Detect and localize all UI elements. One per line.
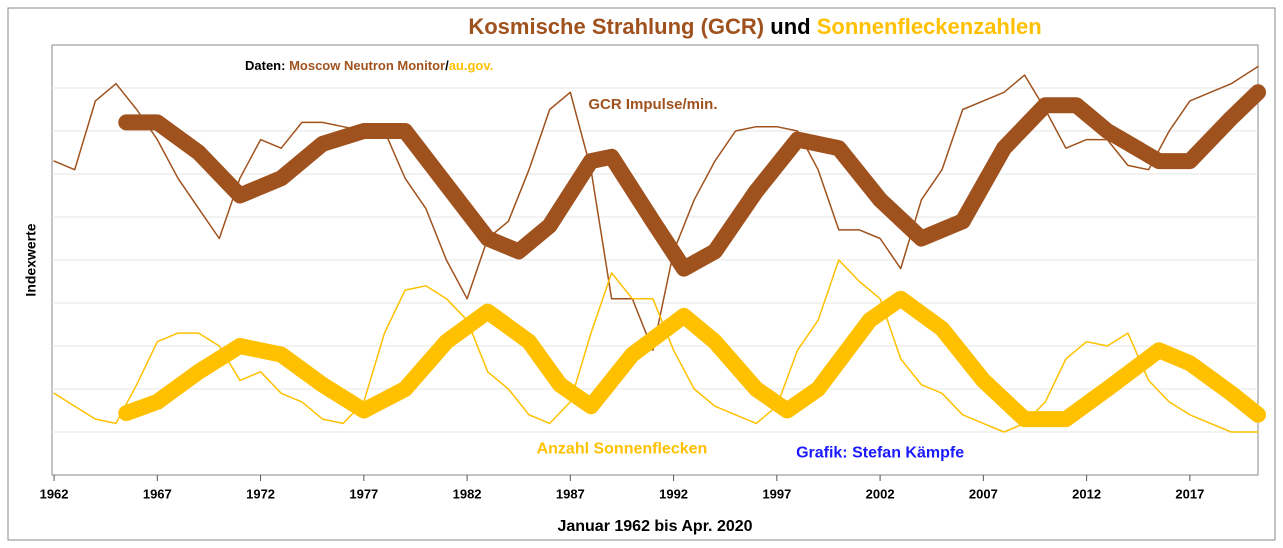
title-part: Kosmische Strahlung (GCR) (468, 14, 764, 39)
series-line (53, 65, 1259, 352)
x-tick-label: 1987 (556, 486, 585, 501)
y-axis-label: Indexwerte (23, 223, 39, 296)
series-line (118, 290, 1266, 428)
x-tick-label: 1972 (246, 486, 275, 501)
x-tick-label: 1967 (143, 486, 172, 501)
title-part: Sonnenfleckenzahlen (817, 14, 1042, 39)
subtitle-part: / (445, 58, 449, 73)
subtitle-part: Moscow Neutron Monitor (289, 58, 445, 73)
x-tick-label: 2007 (969, 486, 998, 501)
x-tick-label: 1982 (453, 486, 482, 501)
chart-title: Kosmische Strahlung (GCR) und Sonnenflec… (468, 14, 1041, 39)
x-tick-label: 2002 (866, 486, 895, 501)
x-tick-label: 1997 (762, 486, 791, 501)
x-tick-label: 1992 (659, 486, 688, 501)
x-tick-label: 1962 (40, 486, 69, 501)
annotation: GCR Impulse/min. (588, 96, 717, 113)
chart-subtitle: Daten: Moscow Neutron Monitor/au.gov. (245, 58, 493, 73)
x-tick-label: 2012 (1072, 486, 1101, 501)
series-line (53, 259, 1259, 433)
x-tick-label: 2017 (1175, 486, 1204, 501)
title-part: und (770, 14, 810, 39)
x-axis-label: Januar 1962 bis Apr. 2020 (557, 518, 752, 535)
annotation: Anzahl Sonnenflecken (537, 440, 708, 457)
annotation: Grafik: Stefan Kämpfe (796, 445, 964, 462)
subtitle-part: Daten: (245, 58, 285, 73)
series-line (118, 84, 1266, 277)
subtitle-part: au.gov. (449, 58, 494, 73)
x-tick-label: 1977 (349, 486, 378, 501)
